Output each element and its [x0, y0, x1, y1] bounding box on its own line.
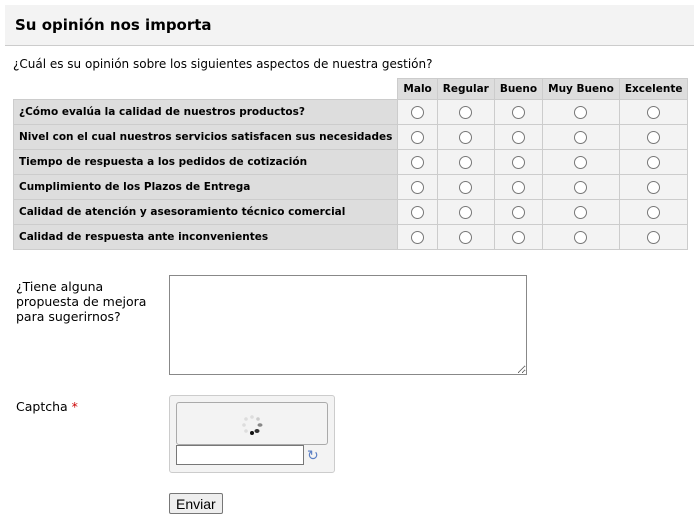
rating-cell — [397, 224, 438, 250]
rating-cell — [542, 174, 620, 200]
refresh-captcha-icon[interactable]: ↻ — [307, 448, 319, 464]
rating-radio-regular[interactable] — [459, 205, 473, 219]
rating-radio-bueno[interactable] — [511, 130, 525, 144]
rating-radio-regular[interactable] — [459, 230, 473, 244]
page-title: Su opinión nos importa — [15, 16, 212, 34]
rating-radio-muy-bueno[interactable] — [574, 155, 588, 169]
rating-cell — [397, 149, 438, 175]
rating-cell — [493, 224, 544, 250]
rating-cell — [618, 199, 689, 225]
rating-cell — [542, 99, 620, 125]
empty-header — [13, 78, 398, 100]
rating-cell — [618, 149, 689, 175]
rating-radio-bueno[interactable] — [511, 155, 525, 169]
rating-radio-excelente[interactable] — [647, 155, 661, 169]
row-label: Calidad de atención y asesoramiento técn… — [12, 199, 399, 225]
rating-radio-bueno[interactable] — [511, 105, 525, 119]
rating-cell — [618, 224, 689, 250]
rating-cell — [436, 199, 495, 225]
row-label: Calidad de respuesta ante inconvenientes — [12, 224, 399, 250]
required-mark: * — [71, 399, 78, 414]
rating-radio-muy-bueno[interactable] — [574, 180, 588, 194]
table-row: Tiempo de respuesta a los pedidos de cot… — [12, 149, 689, 175]
rating-cell — [618, 124, 689, 150]
header: Su opinión nos importa — [5, 5, 694, 46]
rating-cell — [493, 124, 544, 150]
rating-radio-malo[interactable] — [411, 180, 425, 194]
rating-radio-malo[interactable] — [411, 155, 425, 169]
survey-question: ¿Cuál es su opinión sobre los siguientes… — [13, 57, 433, 71]
suggestion-textarea[interactable] — [169, 275, 527, 375]
rating-cell — [493, 149, 544, 175]
rating-radio-excelente[interactable] — [647, 205, 661, 219]
rating-radio-bueno[interactable] — [511, 230, 525, 244]
rating-cell — [397, 174, 438, 200]
submit-button[interactable]: Enviar — [169, 493, 223, 514]
rating-radio-excelente[interactable] — [647, 130, 661, 144]
rating-cell — [397, 99, 438, 125]
rating-radio-regular[interactable] — [459, 105, 473, 119]
rating-radio-muy-bueno[interactable] — [574, 230, 588, 244]
rating-cell — [618, 174, 689, 200]
rating-cell — [542, 149, 620, 175]
rating-cell — [436, 224, 495, 250]
rating-radio-muy-bueno[interactable] — [574, 205, 588, 219]
column-header: Excelente — [618, 78, 689, 100]
rating-cell — [436, 174, 495, 200]
rating-radio-bueno[interactable] — [511, 205, 525, 219]
rating-cell — [493, 99, 544, 125]
loading-spinner-icon — [242, 415, 263, 435]
captcha-label: Captcha * — [16, 399, 78, 414]
rating-radio-malo[interactable] — [411, 205, 425, 219]
rating-radio-muy-bueno[interactable] — [574, 105, 588, 119]
table-row: ¿Cómo evalúa la calidad de nuestros prod… — [12, 99, 689, 125]
rating-radio-regular[interactable] — [459, 155, 473, 169]
captcha-label-text: Captcha — [16, 399, 68, 414]
table-row: Calidad de respuesta ante inconvenientes — [12, 224, 689, 250]
rating-cell — [542, 224, 620, 250]
column-header: Regular — [436, 78, 495, 100]
rating-radio-regular[interactable] — [459, 180, 473, 194]
rating-cell — [436, 124, 495, 150]
row-label: Tiempo de respuesta a los pedidos de cot… — [12, 149, 399, 175]
rating-cell — [493, 199, 544, 225]
rating-radio-malo[interactable] — [411, 230, 425, 244]
rating-radio-excelente[interactable] — [647, 230, 661, 244]
rating-radio-malo[interactable] — [411, 130, 425, 144]
suggestion-label: ¿Tiene alguna propuesta de mejora para s… — [16, 279, 147, 324]
rating-cell — [542, 199, 620, 225]
rating-radio-regular[interactable] — [459, 130, 473, 144]
captcha-widget: ↻ — [169, 395, 335, 473]
column-header: Bueno — [493, 78, 544, 100]
row-label: Cumplimiento de los Plazos de Entrega — [12, 174, 399, 200]
rating-table: Malo Regular Bueno Muy Bueno Excelente ¿Cómo… — [12, 78, 689, 250]
captcha-image — [176, 402, 328, 445]
rating-radio-excelente[interactable] — [647, 180, 661, 194]
table-row: Calidad de atención y asesoramiento técn… — [12, 199, 689, 225]
rating-cell — [436, 149, 495, 175]
rating-cell — [618, 99, 689, 125]
row-label: Nivel con el cual nuestros servicios sat… — [12, 124, 399, 150]
table-row: Cumplimiento de los Plazos de Entrega — [12, 174, 689, 200]
column-header: Malo — [397, 78, 438, 100]
rating-cell — [493, 174, 544, 200]
table-row: Nivel con el cual nuestros servicios sat… — [12, 124, 689, 150]
rating-radio-malo[interactable] — [411, 105, 425, 119]
row-label: ¿Cómo evalúa la calidad de nuestros prod… — [12, 99, 399, 125]
rating-cell — [397, 124, 438, 150]
rating-cell — [436, 99, 495, 125]
rating-radio-muy-bueno[interactable] — [574, 130, 588, 144]
rating-cell — [542, 124, 620, 150]
column-header: Muy Bueno — [542, 78, 620, 100]
rating-radio-excelente[interactable] — [647, 105, 661, 119]
captcha-input[interactable] — [176, 445, 304, 465]
rating-cell — [397, 199, 438, 225]
rating-radio-bueno[interactable] — [511, 180, 525, 194]
